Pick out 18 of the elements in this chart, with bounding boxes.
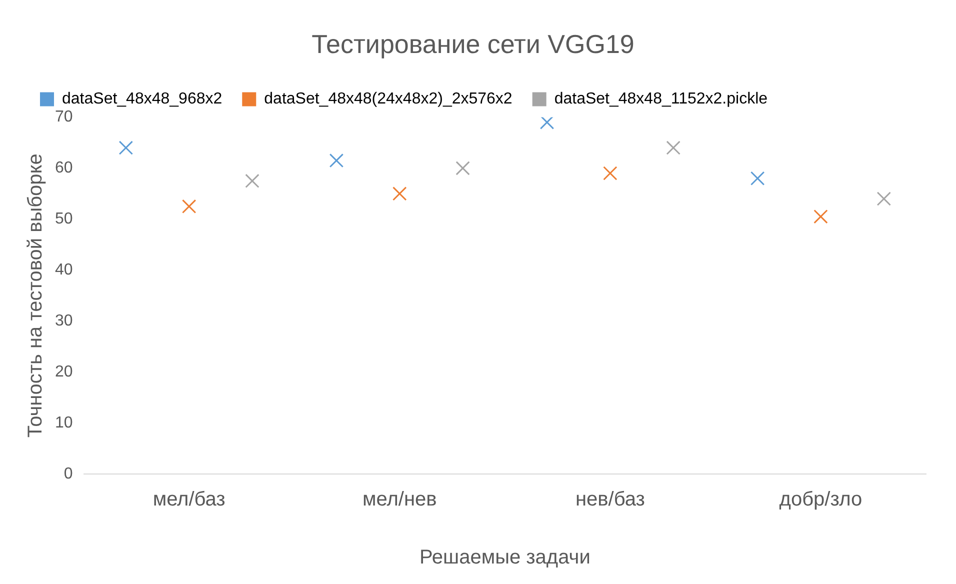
y-tick-label: 30 [55,312,73,330]
chart-title: Тестирование сети VGG19 [312,28,634,59]
x-tick-label: мел/баз [152,488,226,511]
legend-label: dataSet_48x48_968x2 [62,90,222,108]
legend-label: dataSet_48x48_1152x2.pickle [554,90,768,108]
x-tick-label: добр/зло [779,488,862,511]
y-tick-label: 10 [55,414,73,432]
x-axis-title: Решаемые задачи [419,546,590,569]
y-tick-label: 70 [55,108,73,126]
y-tick-label: 50 [55,210,73,228]
y-tick-label: 0 [64,465,73,482]
x-tick-label: мел/нев [362,488,437,511]
y-tick-label: 20 [55,363,73,380]
x-tick-label: нев/баз [575,488,645,511]
y-axis-title: Точность на тестовой выборке [24,154,47,438]
legend-label: dataSet_48x48(24x48x2)_2x576x2 [264,90,512,108]
y-tick-label: 60 [55,160,73,177]
y-tick-label: 40 [55,262,73,279]
